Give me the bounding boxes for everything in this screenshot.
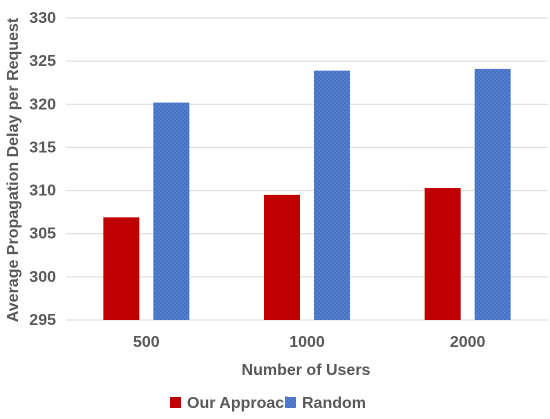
bar-random-500 — [153, 102, 190, 320]
legend-swatch-our-approach — [170, 397, 181, 408]
y-tick-label: 310 — [29, 183, 56, 200]
legend-label: Our Approach — [187, 395, 294, 412]
bar-random-1000 — [314, 70, 350, 321]
y-tick-label: 325 — [29, 53, 56, 70]
x-axis-title: Number of Users — [242, 362, 371, 379]
y-axis-ticks: 295 300 305 310 315 320 325 330 — [29, 10, 56, 329]
y-axis-title: Average Propagation Delay per Request — [5, 17, 22, 322]
bar-our-approach-1000 — [264, 194, 300, 320]
y-tick-label: 315 — [29, 139, 56, 156]
bars — [103, 68, 511, 321]
bar-our-approach-500 — [103, 217, 140, 320]
legend-label: Random — [302, 395, 366, 412]
legend: Our Approach Random — [170, 395, 366, 412]
gridlines — [66, 17, 548, 321]
bar-our-approach-2000 — [424, 187, 461, 320]
x-axis-ticks: 500 1000 2000 — [133, 334, 486, 351]
y-tick-label: 330 — [29, 10, 56, 27]
legend-swatch-random — [285, 397, 296, 408]
x-tick-label: 2000 — [450, 334, 486, 351]
y-tick-label: 320 — [29, 96, 56, 113]
y-tick-label: 295 — [29, 312, 56, 329]
y-tick-label: 300 — [29, 269, 56, 286]
y-tick-label: 305 — [29, 226, 56, 243]
x-tick-label: 500 — [133, 334, 160, 351]
bar-random-2000 — [474, 68, 511, 320]
x-tick-label: 1000 — [289, 334, 325, 351]
